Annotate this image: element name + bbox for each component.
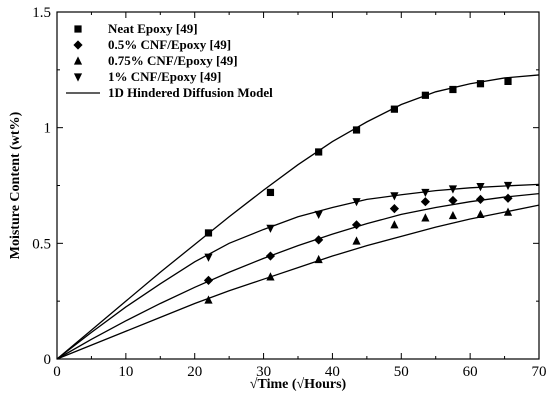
legend: Neat Epoxy [49]0.5% CNF/Epoxy [49]0.75% …: [66, 21, 273, 100]
x-tick-label: 30: [256, 364, 271, 380]
data-point-triangle-up: [266, 272, 275, 281]
legend-label-model: 1D Hindered Diffusion Model: [108, 85, 273, 100]
legend-label: 0.5% CNF/Epoxy [49]: [108, 37, 231, 52]
x-tick-label: 60: [463, 364, 478, 380]
data-point-square: [315, 148, 323, 156]
legend-label: 1% CNF/Epoxy [49]: [108, 69, 221, 84]
data-point-triangle-down: [448, 185, 458, 194]
data-point-diamond: [351, 220, 362, 230]
model-curves: [56, 74, 540, 360]
y-axis-title: Moisture Content (wt%): [8, 111, 23, 259]
data-point-triangle-down: [390, 192, 399, 201]
x-axis-title: √Time (√Hours): [250, 377, 347, 392]
x-tick-label: 10: [118, 364, 133, 380]
data-point-triangle-up: [448, 210, 458, 220]
data-markers: [203, 77, 513, 304]
data-point-triangle-up: [503, 207, 513, 216]
data-point-square: [204, 229, 213, 237]
data-point-diamond: [389, 204, 399, 214]
x-tick-label: 40: [325, 364, 340, 380]
data-point-square: [421, 91, 429, 99]
data-point-square: [352, 126, 361, 134]
x-tick-label: 20: [187, 364, 202, 380]
data-point-triangle-down: [314, 210, 323, 220]
data-point-triangle-up: [204, 295, 213, 304]
axes: 0 10 20 30 40 50 60 70 0 0.5 1 1.5: [32, 5, 546, 380]
x-tick-label: 50: [394, 364, 409, 380]
data-point-diamond: [314, 235, 324, 245]
legend-marker-diamond: [73, 40, 83, 50]
data-point-square: [449, 85, 457, 94]
data-point-triangle-down: [352, 198, 361, 207]
data-point-triangle-up: [314, 254, 323, 264]
data-point-square: [390, 105, 398, 113]
legend-label: Neat Epoxy [49]: [108, 21, 198, 36]
data-point-diamond: [475, 194, 486, 204]
data-point-diamond: [503, 193, 513, 203]
x-tick-label: 70: [532, 364, 547, 380]
model-curve: [56, 183, 540, 360]
data-point-triangle-up: [421, 213, 430, 222]
model-curve: [56, 192, 540, 360]
data-point-diamond: [448, 195, 458, 206]
data-point-triangle-up: [352, 236, 361, 245]
y-tick-label: 1.5: [32, 5, 51, 21]
legend-marker-triangle-up: [73, 56, 83, 65]
data-point-triangle-up: [476, 209, 485, 219]
y-tick-label: 0.5: [32, 236, 51, 252]
y-tick-label: 1: [44, 121, 52, 137]
data-point-diamond: [420, 197, 430, 207]
data-point-triangle-down: [476, 183, 485, 192]
data-point-square: [504, 77, 512, 85]
x-tick-label: 0: [53, 364, 61, 380]
model-curve: [56, 74, 540, 360]
legend-marker-triangle-down: [73, 73, 83, 82]
data-point-triangle-down: [421, 188, 430, 198]
model-curve: [56, 204, 540, 360]
data-point-triangle-up: [390, 220, 399, 229]
data-point-triangle-down: [204, 253, 213, 262]
data-point-triangle-down: [503, 181, 513, 191]
data-point-square: [266, 188, 275, 197]
data-point-square: [476, 80, 485, 88]
data-point-diamond: [203, 275, 214, 285]
y-tick-label: 0: [44, 352, 52, 368]
data-point-triangle-down: [266, 224, 275, 233]
legend-label: 0.75% CNF/Epoxy [49]: [108, 53, 238, 68]
data-point-diamond: [265, 251, 276, 261]
legend-marker-square: [74, 25, 82, 33]
